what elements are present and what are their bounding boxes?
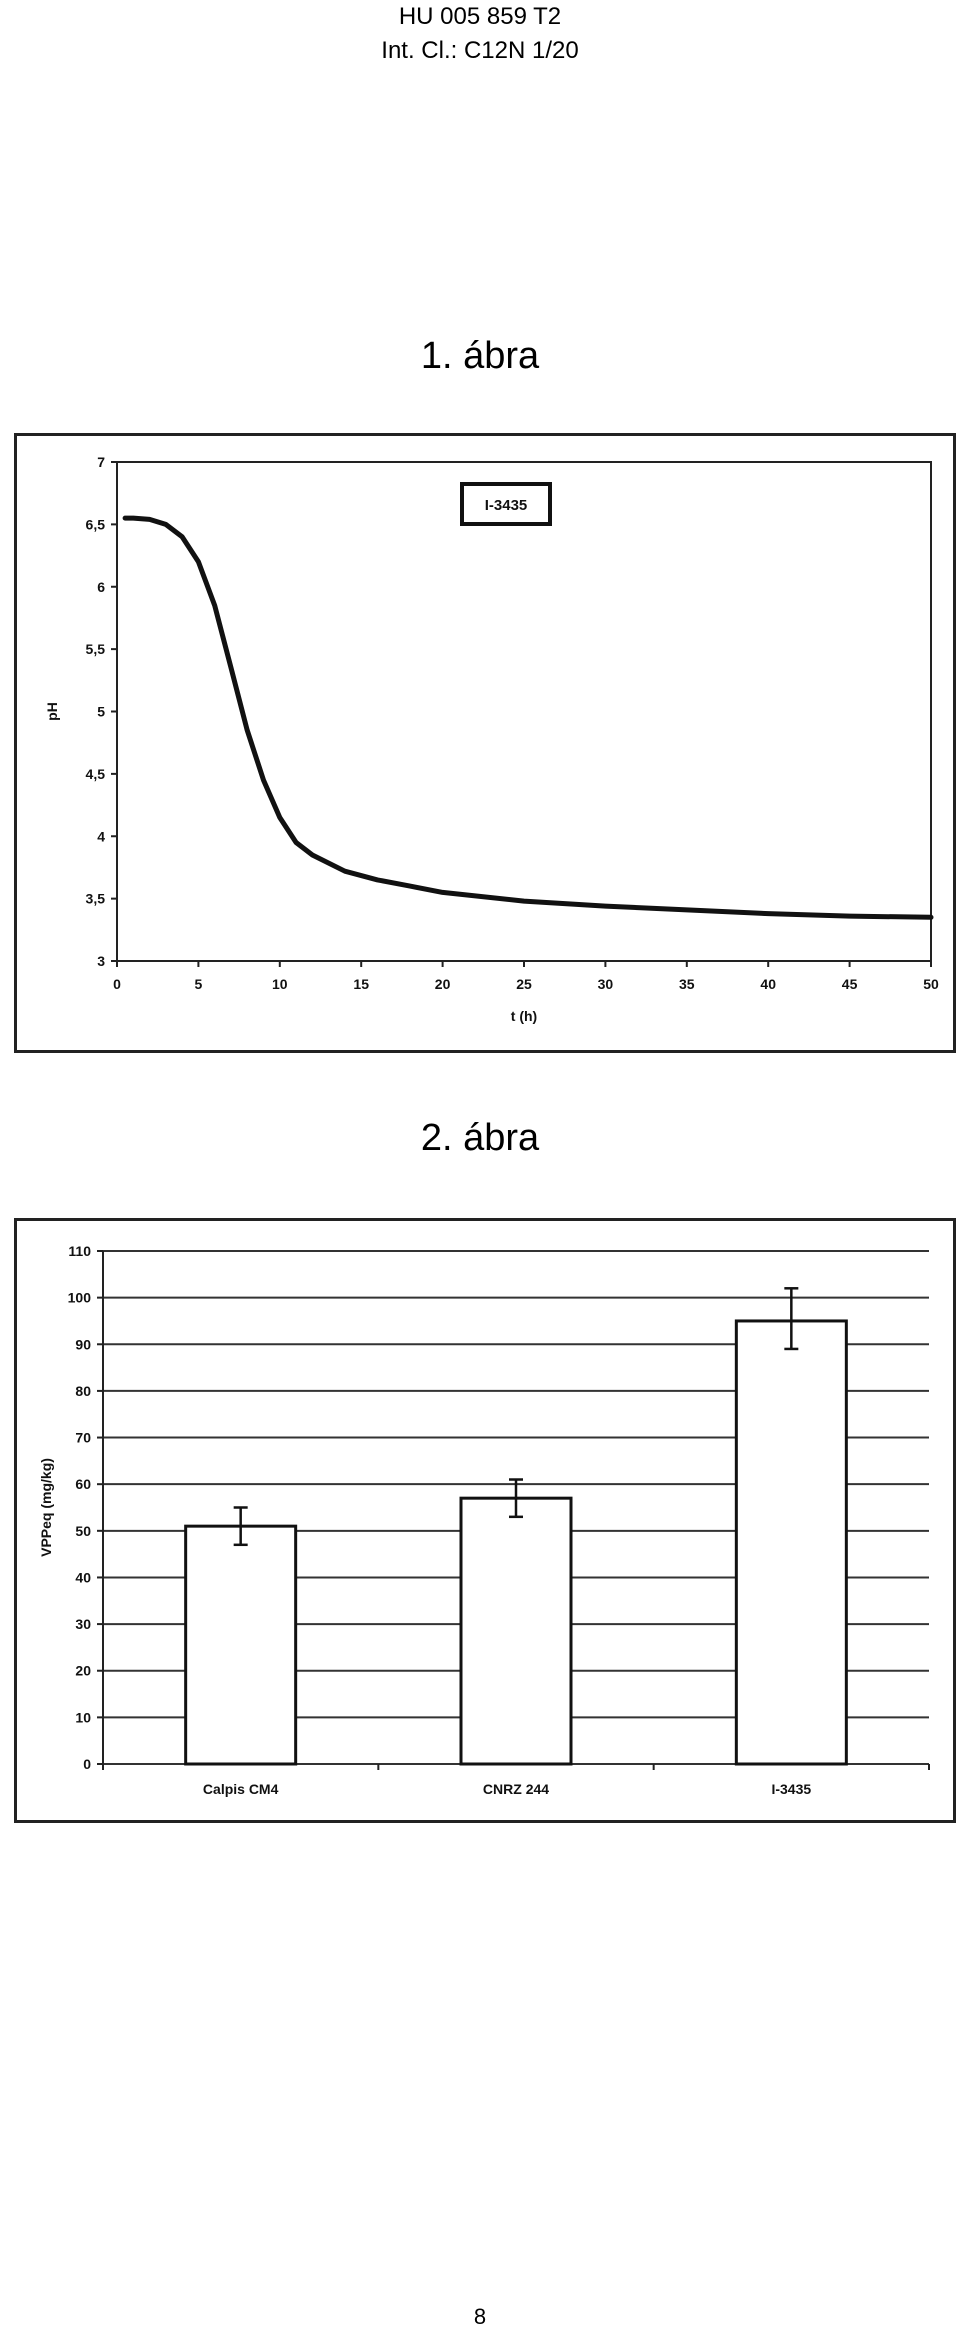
bar (459, 1496, 573, 1766)
x-tick-label: 15 (353, 976, 369, 992)
bar (184, 1524, 298, 1766)
y-tick-label: 4 (97, 828, 105, 844)
y-tick-label: 70 (75, 1430, 91, 1446)
x-category-label: CNRZ 244 (483, 1781, 549, 1797)
x-category-label: I-3435 (771, 1781, 811, 1797)
x-category-label: Calpis CM4 (203, 1781, 279, 1797)
y-tick-label: 3,5 (86, 891, 106, 907)
y-tick-label: 0 (83, 1756, 91, 1772)
y-tick-label: 80 (75, 1383, 91, 1399)
patent-number: HU 005 859 T2 (398, 3, 562, 30)
x-tick-label: 45 (842, 976, 858, 992)
y-tick-label: 5 (97, 704, 105, 720)
y-tick-label: 5,5 (86, 641, 106, 657)
y-axis-label: VPPeq (mg/kg) (38, 1458, 54, 1557)
figure-2-title: 2. ábra (420, 1117, 540, 1159)
y-tick-label: 3 (97, 953, 105, 969)
x-tick-label: 10 (272, 976, 288, 992)
ph-series-line (122, 515, 934, 920)
vppeq-bar-chart: 0 10 20 30 40 50 60 70 80 90 100 110 VPPeq (mg/kg) Ca… (14, 1218, 956, 1823)
y-tick-label: 6 (97, 579, 105, 595)
x-tick-label: 30 (598, 976, 614, 992)
x-tick-label: 40 (760, 976, 776, 992)
figure-1-title: 1. ábra (420, 335, 540, 377)
x-tick-label: 0 (113, 976, 121, 992)
y-tick-label: 50 (75, 1523, 91, 1539)
x-tick-label: 20 (435, 976, 451, 992)
ph-line-chart: 3 3,5 4 4,5 5 5,5 6 6,5 7 0 5 10 15 20 25 30 35 40 45 50 t (… (14, 433, 956, 1053)
plot-area (116, 461, 932, 962)
legend-label: I-3435 (485, 497, 528, 514)
x-tick-label: 5 (195, 976, 203, 992)
y-tick-label: 4,5 (86, 766, 106, 782)
y-tick-label: 40 (75, 1569, 91, 1585)
y-tick-label: 10 (75, 1709, 91, 1725)
classification: Int. Cl.: C12N 1/20 (381, 37, 579, 64)
vppeq-bar-chart-svg: 0 10 20 30 40 50 60 70 80 90 100 110 VPPeq (mg/kg) Ca… (38, 1243, 930, 1797)
bar (734, 1319, 848, 1766)
ph-line-chart-svg: 3 3,5 4 4,5 5 5,5 6 6,5 7 0 5 10 15 20 25 30 35 40 45 50 t (… (44, 454, 939, 1024)
x-tick-label: 35 (679, 976, 695, 992)
y-tick-label: 100 (68, 1290, 92, 1306)
x-tick-label: 50 (923, 976, 939, 992)
y-tick-label: 6,5 (86, 516, 106, 532)
y-tick-label: 30 (75, 1616, 91, 1632)
legend-box (460, 482, 552, 526)
y-tick-label: 110 (68, 1243, 91, 1259)
x-axis-label: t (h) (511, 1008, 537, 1024)
y-tick-label: 90 (75, 1336, 91, 1352)
x-tick-label: 25 (516, 976, 532, 992)
y-axis-label: pH (44, 702, 60, 721)
page-number: 8 (473, 2304, 487, 2329)
y-tick-label: 7 (97, 454, 105, 470)
document-header: HU 005 859 T2 Int. Cl.: C12N 1/20 (0, 0, 960, 68)
y-tick-label: 60 (75, 1476, 91, 1492)
y-tick-label: 20 (75, 1663, 91, 1679)
